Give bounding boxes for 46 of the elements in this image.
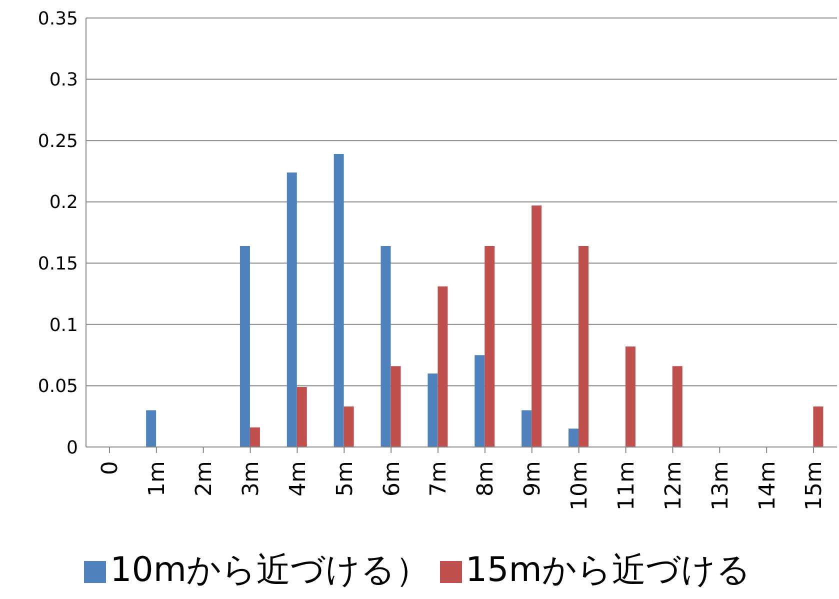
bar [532,206,542,447]
bar [296,386,307,447]
bar [286,172,297,447]
bar [334,154,344,447]
legend-label: 10mから近づける） [110,550,430,590]
bar [250,427,260,447]
y-tick-label: 0.05 [38,376,78,398]
x-tick-label: 1m [145,461,170,496]
bar [578,246,589,447]
x-tick-label: 13m [708,461,734,510]
bar [625,346,636,447]
bar [146,410,156,447]
bar [428,373,438,447]
bar [484,246,495,447]
x-tick-label: 0 [98,461,124,475]
bar [390,366,401,447]
bar [240,246,250,447]
bar [813,406,824,447]
x-tick-label: 15m [802,461,828,510]
x-tick-label: 10m [568,461,593,510]
x-tick-label: 8m [474,461,499,496]
x-tick-label: 9m [520,461,546,496]
y-tick-label: 0 [66,437,78,458]
x-tick-label: 14m [755,461,780,510]
x-tick-label: 4m [286,461,311,496]
bar [344,406,354,447]
y-tick-label: 0.15 [38,254,78,275]
x-tick-label: 2m [192,461,218,496]
bar [522,410,532,447]
bar [438,286,448,447]
legend-label: 15mから近づける [466,550,751,590]
x-tick-label: 6m [380,461,405,496]
x-tick-label: 12m [661,461,686,510]
bar [380,246,391,447]
x-tick-label: 7m [426,461,452,496]
y-tick-label: 0.1 [49,314,78,336]
y-tick-label: 0.35 [38,8,78,30]
bar [672,366,682,447]
x-tick-label: 3m [238,461,264,496]
bar [568,428,579,447]
y-tick-label: 0.2 [49,192,78,214]
bar [474,355,485,447]
y-tick-label: 0.25 [38,130,78,152]
x-tick-label: 11m [614,461,640,510]
y-tick-label: 0.3 [49,70,78,91]
x-tick-label: 5m [332,461,358,496]
